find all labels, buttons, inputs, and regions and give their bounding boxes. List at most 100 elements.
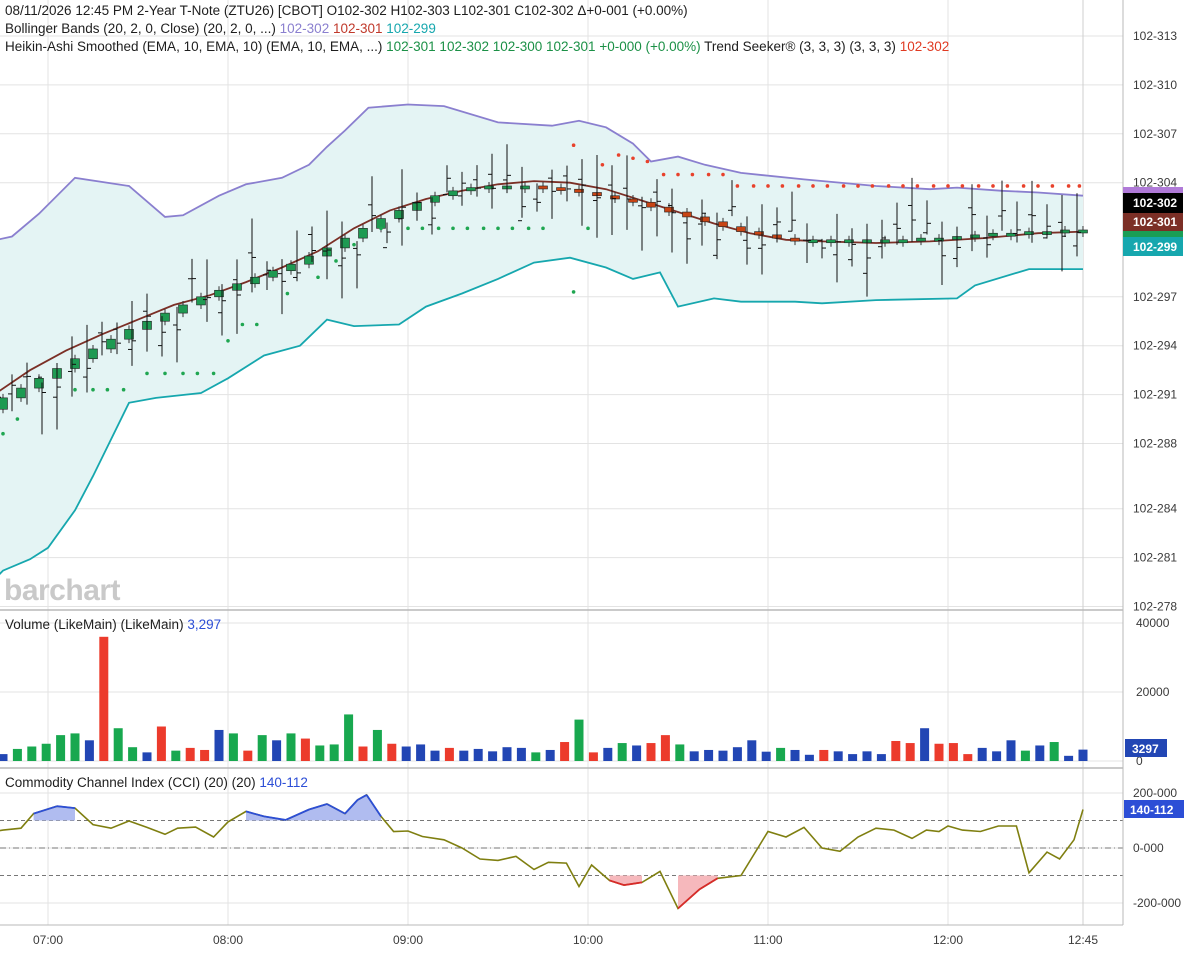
- heikin-ashi-candle-up: [1060, 229, 1070, 234]
- band-mid-tag: [1123, 213, 1183, 231]
- volume-bar: [1006, 740, 1016, 761]
- trend-seeker-dot: [991, 184, 995, 188]
- volume-value: 3,297: [187, 617, 221, 632]
- trend-seeker-dot: [645, 159, 650, 164]
- heikin-ashi-candle-up: [358, 228, 368, 239]
- volume-bar: [416, 744, 426, 761]
- volume-bar: [675, 744, 685, 761]
- y-tick-label: 102-284: [1133, 502, 1177, 516]
- trend-seeker-dot: [145, 371, 149, 376]
- trend-seeker-label: Trend Seeker® (3, 3, 3) (3, 3, 3): [704, 39, 896, 54]
- trend-seeker-dot: [91, 387, 95, 392]
- trend-seeker-dot: [751, 184, 756, 188]
- volume-bar: [588, 752, 598, 761]
- cci-extreme-segment: [326, 803, 346, 815]
- heikin-ashi-candle-down: [574, 188, 584, 193]
- cci-extreme-segment: [308, 803, 328, 811]
- cci-line: [0, 793, 1084, 910]
- trend-seeker-dot: [379, 226, 383, 231]
- heikin-values: 102-301 102-302 102-300 102-301 +0-000 (…: [386, 39, 701, 54]
- trend-seeker-dot: [1, 431, 5, 436]
- trend-seeker-dot: [481, 226, 486, 231]
- trend-seeker-dot: [73, 387, 77, 392]
- volume-bar: [761, 751, 771, 761]
- volume-bar: [401, 746, 411, 761]
- y-tick-label: 102-278: [1133, 600, 1177, 614]
- heikin-ashi-candle-up: [970, 234, 980, 239]
- trend-seeker-value: 102-302: [900, 39, 950, 54]
- x-tick-label: 12:00: [933, 933, 963, 947]
- volume-bar: [315, 745, 325, 761]
- trend-seeker-dot: [541, 226, 545, 231]
- volume-bar: [1035, 745, 1045, 761]
- heikin-ashi-candle-up: [0, 397, 8, 410]
- heikin-ashi-candle-up: [124, 329, 134, 340]
- trend-seeker-dot: [706, 172, 711, 177]
- cci-value: 140-112: [259, 775, 308, 790]
- volume-bar: [257, 735, 267, 761]
- volume-bar: [1078, 749, 1088, 761]
- trend-seeker-dot: [960, 184, 965, 188]
- cci-extreme-segment: [56, 805, 76, 810]
- bollinger-mid-value: 102-301: [333, 21, 383, 36]
- cci-extreme-segment: [285, 808, 310, 821]
- volume-bar: [862, 751, 872, 761]
- heikin-ashi-candle-up: [340, 237, 350, 249]
- y-tick-label: 102-304: [1133, 176, 1177, 190]
- volume-bar: [128, 747, 138, 761]
- heikin-ashi-candle-up: [268, 270, 278, 278]
- heikin-ashi-candle-up: [250, 276, 260, 285]
- heikin-ashi-candle-down: [718, 221, 728, 228]
- trend-seeker-dot: [240, 322, 245, 327]
- volume-bar: [790, 749, 800, 761]
- cci-extreme-segment: [245, 810, 265, 818]
- trend-seeker-dot: [181, 371, 185, 376]
- bollinger-upper-line: [0, 103, 1084, 241]
- volume-bar: [992, 751, 1002, 761]
- heikin-ashi-candle-up: [1078, 229, 1088, 234]
- heikin-ashi-candle-up: [304, 255, 314, 265]
- heikin-ashi-candle-down: [790, 237, 800, 242]
- y-tick-label: 102-310: [1133, 78, 1177, 92]
- trend-seeker-dot: [105, 387, 110, 392]
- trend-seeker-dot: [406, 226, 410, 231]
- volume-bar: [286, 733, 296, 761]
- heikin-ashi-candle-up: [160, 312, 170, 322]
- trend-seeker-dot: [856, 184, 860, 188]
- cci-overbought-fill: [246, 794, 381, 821]
- volume-bar: [27, 746, 37, 761]
- volume-bar: [200, 749, 210, 761]
- heikin-ashi-candle-up: [106, 338, 116, 350]
- heikin-ashi-candle-up: [16, 387, 26, 399]
- heikin-ashi-candle-up: [466, 187, 476, 192]
- cci-extreme-segment: [263, 815, 286, 821]
- heikin-ashi-candle-up: [1006, 232, 1016, 237]
- x-tick-label: 07:00: [33, 933, 63, 947]
- y-tick-label: 102-288: [1133, 437, 1177, 451]
- heikin-ashi-candle-up: [70, 358, 80, 369]
- y-tick-label: 102-313: [1133, 29, 1177, 43]
- cci-tick-label: 200-000: [1133, 786, 1177, 800]
- volume-bar: [833, 751, 843, 761]
- volume-bar: [920, 728, 930, 761]
- volume-bar: [171, 750, 181, 761]
- trend-seeker-dot: [676, 172, 680, 177]
- heikin-ashi-candle-down: [646, 201, 656, 208]
- volume-bar: [70, 733, 80, 761]
- heikin-ashi-candle-up: [178, 304, 188, 314]
- trend-seeker-dot: [1077, 184, 1082, 188]
- x-tick-label: 10:00: [573, 933, 603, 947]
- cci-tag-text: 140-112: [1130, 803, 1174, 817]
- heikin-ashi-candle-up: [898, 239, 908, 244]
- trend-seeker-dot: [226, 339, 230, 343]
- volume-bar: [228, 733, 238, 761]
- y-tick-label: 102-291: [1133, 388, 1177, 402]
- trend-seeker-dot: [510, 226, 515, 231]
- volume-tick-label: 0: [1136, 754, 1143, 768]
- volume-bar: [156, 726, 166, 761]
- trend-seeker-dot: [334, 259, 338, 263]
- cci-extreme-segment: [677, 888, 701, 910]
- trend-seeker-dot: [571, 290, 576, 294]
- trend-seeker-dot: [352, 242, 356, 247]
